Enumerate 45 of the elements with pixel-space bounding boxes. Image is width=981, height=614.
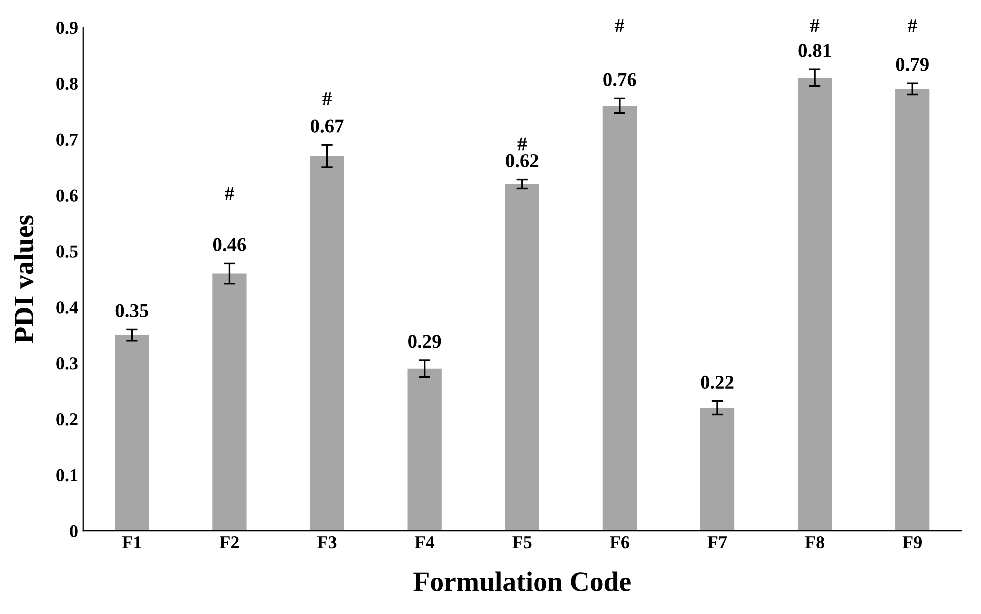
x-tick-label: F4 [415,536,435,548]
data-label: 0.62 [506,154,539,168]
y-tick-label: 0.1 [56,469,78,482]
y-tick-label: 0.2 [56,413,78,426]
y-tick-label: 0.6 [56,190,78,202]
x-tick-label: F8 [805,536,824,549]
x-tick-label: F7 [708,536,728,548]
data-label: 0.76 [604,73,636,86]
y-tick-label: 0.4 [56,302,78,314]
bar [602,106,638,532]
bar [115,335,150,532]
annotation: # [225,187,234,200]
bar [505,184,540,532]
annotation: # [518,138,527,151]
y-axis-title: PDI values [14,216,34,344]
x-tick-label: F3 [318,536,337,549]
data-label: 0.79 [896,58,929,72]
y-tick-label: 0.8 [56,78,78,90]
x-tick-label: F6 [610,536,630,549]
x-tick-label: F2 [220,536,239,548]
bar [700,408,735,532]
data-label: 0.29 [408,335,442,348]
y-tick-label: 0.7 [56,134,78,146]
annotation: # [322,92,332,106]
data-label: 0.35 [116,304,148,318]
bar [896,89,930,532]
x-tick-label: F5 [512,536,532,549]
y-tick-label: 0 [70,525,78,538]
bar [798,78,832,532]
y-tick-label: 0.9 [56,22,78,34]
x-tick-label: F9 [902,536,922,549]
bar [310,156,344,532]
annotation: # [908,20,918,32]
bar [408,368,442,532]
y-tick-label: 0.5 [56,246,78,258]
bar [212,274,247,532]
data-label: 0.67 [311,120,344,133]
data-label: 0.22 [701,376,734,390]
data-label: 0.46 [213,238,246,252]
x-tick-label: F1 [122,536,142,548]
data-label: 0.81 [798,44,832,58]
annotation: # [615,20,625,32]
annotation: # [810,20,820,32]
x-axis-title: Formulation Code [414,572,631,592]
y-tick-label: 0.3 [56,358,78,370]
